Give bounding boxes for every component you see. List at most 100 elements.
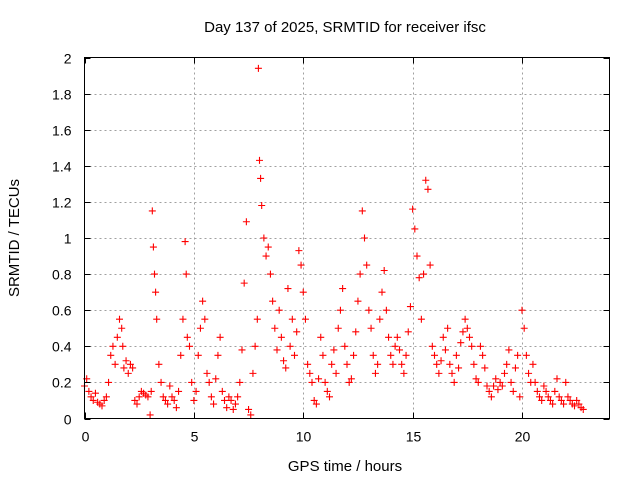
data-point [161,396,169,404]
data-point [166,382,174,390]
data-point [301,315,309,323]
data-point [402,351,410,359]
data-point [555,393,563,401]
data-point [192,387,200,395]
data-point [105,378,113,386]
data-point [509,387,517,395]
data-point [288,315,296,323]
data-point [374,360,382,368]
data-point [511,364,519,372]
data-point [203,369,211,377]
data-point [564,393,572,401]
data-point [157,378,165,386]
data-point [236,378,244,386]
data-point [336,306,344,314]
data-point [107,351,115,359]
data-point [148,207,156,215]
data-point [182,270,190,278]
data-point [144,393,152,401]
data-point [457,339,465,347]
data-point [422,176,430,184]
data-point [234,393,242,401]
data-point [450,378,458,386]
data-points [81,64,587,419]
data-point [238,346,246,354]
data-point [474,378,482,386]
data-point [159,393,167,401]
data-point [339,285,347,293]
data-point [420,270,428,278]
data-point [562,378,570,386]
data-point [275,306,283,314]
data-point [317,333,325,341]
data-point [297,261,305,269]
data-point [308,378,316,386]
data-point [428,342,436,350]
data-point [258,202,266,210]
data-point [271,324,279,332]
data-point [111,360,119,368]
data-point [188,378,196,386]
y-tick-label: 0.4 [52,339,72,355]
data-point [487,393,495,401]
data-point [98,402,106,410]
data-point [245,405,253,413]
data-point [520,324,528,332]
data-point [531,378,539,386]
data-point [207,393,215,401]
data-point [352,328,360,336]
data-point [155,360,163,368]
x-tick-label: 15 [406,429,422,445]
data-point [149,243,157,251]
data-point [282,364,290,372]
data-point [87,393,95,401]
data-point [175,387,183,395]
data-point [266,270,274,278]
data-point [147,387,155,395]
data-point [256,156,263,164]
data-point [124,369,132,377]
data-point [119,342,127,350]
data-point [291,351,298,359]
data-point [481,364,489,372]
data-point [205,378,213,386]
data-point [312,400,320,408]
data-point [126,360,134,368]
y-tick-label: 0.6 [52,303,72,319]
y-tick-label: 0.2 [52,375,72,391]
data-point [393,333,401,341]
data-point [183,333,191,341]
data-point [227,396,235,404]
data-point [560,400,568,408]
data-point [404,328,412,336]
data-point [435,369,443,377]
data-point [433,360,441,368]
data-point [369,351,377,359]
data-point [444,324,452,332]
data-point [463,324,471,332]
data-point [304,360,312,368]
data-point [546,396,554,404]
data-point [542,387,550,395]
data-point [468,342,476,350]
data-point [406,303,414,311]
data-point [269,297,277,305]
data-point [540,382,548,390]
data-point [135,393,143,401]
data-point [514,351,522,359]
data-point [102,393,110,401]
data-point [172,404,180,412]
data-point [378,288,386,296]
data-point [341,342,349,350]
data-point [553,375,561,383]
data-point [343,360,351,368]
data-point [199,297,207,305]
data-point [242,218,250,226]
data-point [472,375,480,383]
data-point [354,297,362,305]
data-point [557,396,565,404]
data-point [251,342,259,350]
y-tick-label: 1.8 [52,87,72,103]
data-point [518,306,526,314]
data-point [253,315,261,323]
